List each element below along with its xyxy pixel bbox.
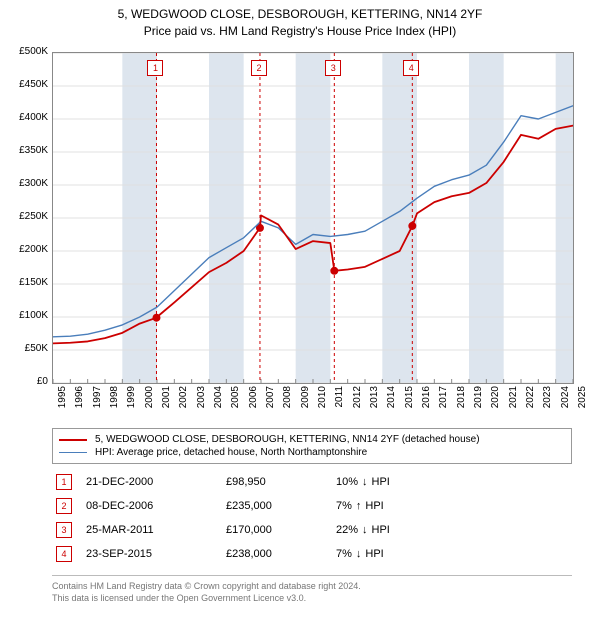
- sale-price: £235,000: [226, 500, 336, 512]
- x-tick-label: 2006: [248, 386, 259, 416]
- x-tick-label: 2000: [144, 386, 155, 416]
- x-tick-label: 2018: [456, 386, 467, 416]
- y-tick-label: £100K: [2, 310, 48, 321]
- x-tick-label: 2001: [161, 386, 172, 416]
- legend-label-hpi: HPI: Average price, detached house, Nort…: [95, 447, 367, 458]
- sale-diff: 7%↑HPI: [336, 500, 456, 512]
- sale-marker-icon: 2: [56, 498, 72, 514]
- x-tick-label: 2008: [282, 386, 293, 416]
- y-tick-label: £150K: [2, 277, 48, 288]
- x-tick-label: 2005: [230, 386, 241, 416]
- y-tick-label: £0: [2, 376, 48, 387]
- x-tick-label: 2016: [421, 386, 432, 416]
- chart-svg: [53, 53, 573, 383]
- sale-price: £170,000: [226, 524, 336, 536]
- title-line-2: Price paid vs. HM Land Registry's House …: [0, 23, 600, 40]
- x-tick-label: 1995: [57, 386, 68, 416]
- x-tick-label: 2025: [577, 386, 588, 416]
- footer: Contains HM Land Registry data © Crown c…: [52, 575, 572, 604]
- x-tick-label: 1997: [92, 386, 103, 416]
- legend-label-property: 5, WEDGWOOD CLOSE, DESBOROUGH, KETTERING…: [95, 434, 480, 445]
- chart-container: { "title": { "line1": "5, WEDGWOOD CLOSE…: [0, 0, 600, 620]
- x-tick-label: 2022: [525, 386, 536, 416]
- x-tick-label: 1998: [109, 386, 120, 416]
- x-tick-label: 2020: [490, 386, 501, 416]
- y-tick-label: £450K: [2, 79, 48, 90]
- legend: 5, WEDGWOOD CLOSE, DESBOROUGH, KETTERING…: [52, 428, 572, 464]
- sale-diff: 7%↓HPI: [336, 548, 456, 560]
- y-tick-label: £200K: [2, 244, 48, 255]
- sales-table: 121-DEC-2000£98,95010%↓HPI208-DEC-2006£2…: [52, 470, 572, 566]
- footer-line-1: Contains HM Land Registry data © Crown c…: [52, 580, 572, 592]
- legend-swatch-hpi: [59, 452, 87, 453]
- sale-diff: 10%↓HPI: [336, 476, 456, 488]
- sale-marker-2: 2: [251, 60, 267, 76]
- x-tick-label: 2014: [386, 386, 397, 416]
- x-tick-label: 2002: [178, 386, 189, 416]
- sale-date: 25-MAR-2011: [86, 524, 226, 536]
- x-tick-label: 2011: [334, 386, 345, 416]
- sale-marker-1: 1: [147, 60, 163, 76]
- sale-marker-3: 3: [325, 60, 341, 76]
- sale-price: £238,000: [226, 548, 336, 560]
- sale-marker-icon: 1: [56, 474, 72, 490]
- legend-swatch-property: [59, 439, 87, 441]
- legend-row-hpi: HPI: Average price, detached house, Nort…: [59, 446, 565, 459]
- sale-row: 3 25-MAR-2011£170,00022%↓HPI: [52, 518, 572, 542]
- sale-price: £98,950: [226, 476, 336, 488]
- sale-marker-4: 4: [403, 60, 419, 76]
- y-tick-label: £50K: [2, 343, 48, 354]
- sale-marker-icon: 3: [56, 522, 72, 538]
- y-tick-label: £500K: [2, 46, 48, 57]
- x-tick-label: 2021: [508, 386, 519, 416]
- x-tick-label: 2017: [438, 386, 449, 416]
- x-tick-label: 2013: [369, 386, 380, 416]
- y-tick-label: £400K: [2, 112, 48, 123]
- sale-diff: 22%↓HPI: [336, 524, 456, 536]
- x-tick-label: 2007: [265, 386, 276, 416]
- legend-row-property: 5, WEDGWOOD CLOSE, DESBOROUGH, KETTERING…: [59, 433, 565, 446]
- chart-title: 5, WEDGWOOD CLOSE, DESBOROUGH, KETTERING…: [0, 0, 600, 40]
- chart-plot-area: [52, 52, 574, 384]
- x-tick-label: 2003: [196, 386, 207, 416]
- x-tick-label: 2019: [473, 386, 484, 416]
- x-tick-label: 1999: [126, 386, 137, 416]
- x-tick-label: 2024: [560, 386, 571, 416]
- sale-marker-icon: 4: [56, 546, 72, 562]
- y-tick-label: £250K: [2, 211, 48, 222]
- sale-row: 4 23-SEP-2015£238,0007%↓HPI: [52, 542, 572, 566]
- x-tick-label: 1996: [74, 386, 85, 416]
- x-tick-label: 2023: [542, 386, 553, 416]
- y-tick-label: £300K: [2, 178, 48, 189]
- sale-date: 23-SEP-2015: [86, 548, 226, 560]
- title-line-1: 5, WEDGWOOD CLOSE, DESBOROUGH, KETTERING…: [0, 6, 600, 23]
- sale-row: 2 08-DEC-2006£235,0007%↑HPI: [52, 494, 572, 518]
- x-tick-label: 2015: [404, 386, 415, 416]
- x-tick-label: 2012: [352, 386, 363, 416]
- x-tick-label: 2009: [300, 386, 311, 416]
- sale-date: 08-DEC-2006: [86, 500, 226, 512]
- x-tick-label: 2010: [317, 386, 328, 416]
- y-tick-label: £350K: [2, 145, 48, 156]
- x-tick-label: 2004: [213, 386, 224, 416]
- footer-line-2: This data is licensed under the Open Gov…: [52, 592, 572, 604]
- sale-row: 1 21-DEC-2000£98,95010%↓HPI: [52, 470, 572, 494]
- sale-date: 21-DEC-2000: [86, 476, 226, 488]
